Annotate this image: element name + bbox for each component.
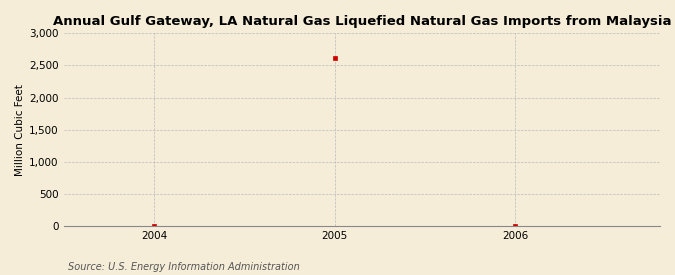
Title: Annual Gulf Gateway, LA Natural Gas Liquefied Natural Gas Imports from Malaysia: Annual Gulf Gateway, LA Natural Gas Liqu… <box>53 15 671 28</box>
Y-axis label: Million Cubic Feet: Million Cubic Feet <box>15 84 25 175</box>
Text: Source: U.S. Energy Information Administration: Source: U.S. Energy Information Administ… <box>68 262 299 272</box>
